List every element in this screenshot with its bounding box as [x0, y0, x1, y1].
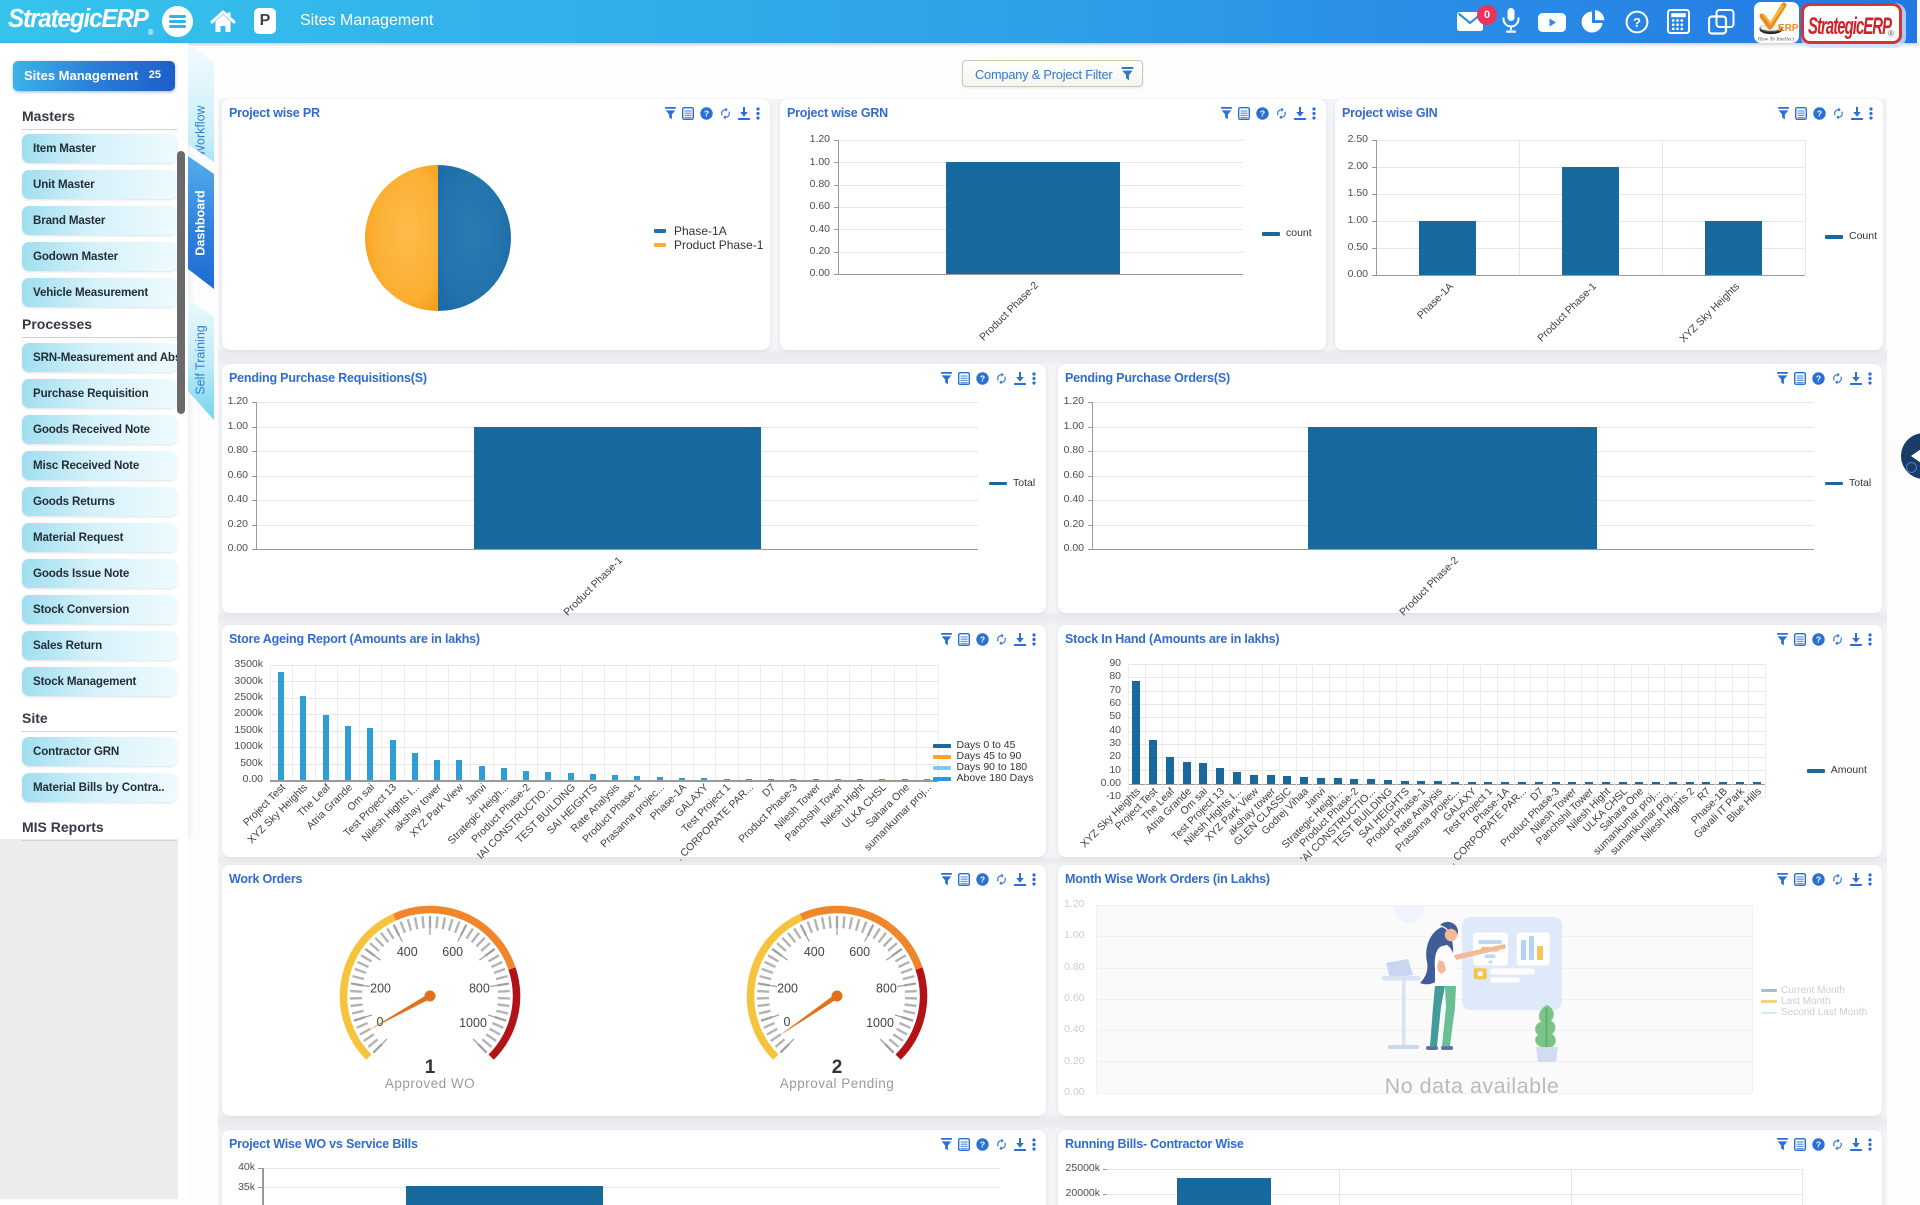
svg-text:?: ? [704, 109, 709, 119]
svg-text:600: 600 [442, 945, 463, 959]
svg-text:?: ? [1816, 374, 1821, 384]
svg-text:?: ? [1817, 109, 1822, 119]
svg-text:?: ? [980, 1140, 985, 1150]
svg-text:1000: 1000 [459, 1016, 487, 1030]
svg-text:600: 600 [849, 945, 870, 959]
svg-text:?: ? [980, 635, 985, 645]
svg-text:ERP: ERP [1778, 23, 1799, 34]
svg-text:How To Intellect: How To Intellect [1757, 37, 1795, 43]
svg-text:800: 800 [876, 982, 897, 996]
svg-text:?: ? [980, 875, 985, 885]
svg-text:?: ? [1816, 1140, 1821, 1150]
svg-text:200: 200 [777, 982, 798, 996]
svg-text:1000: 1000 [866, 1016, 894, 1030]
svg-text:0: 0 [784, 1015, 791, 1029]
svg-text:?: ? [1816, 875, 1821, 885]
svg-text:800: 800 [469, 982, 490, 996]
svg-text:?: ? [980, 374, 985, 384]
svg-text:?: ? [1816, 635, 1821, 645]
svg-text:400: 400 [397, 945, 418, 959]
svg-text:?: ? [1633, 15, 1641, 30]
svg-text:200: 200 [370, 982, 391, 996]
svg-text:?: ? [1260, 109, 1265, 119]
svg-text:400: 400 [804, 945, 825, 959]
svg-text:0: 0 [377, 1015, 384, 1029]
